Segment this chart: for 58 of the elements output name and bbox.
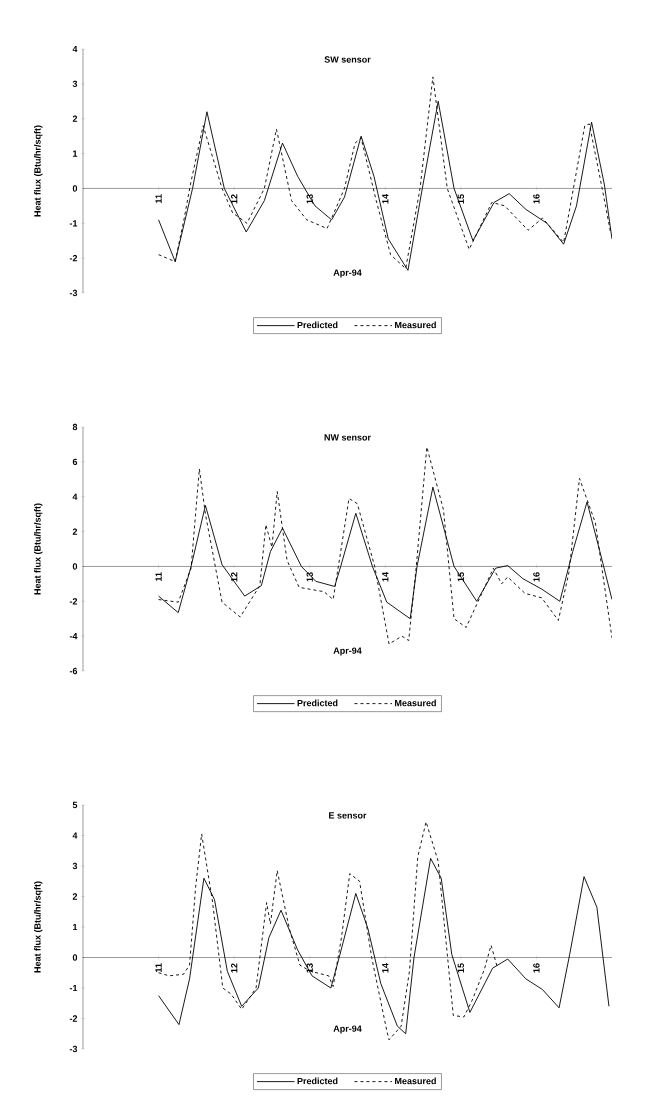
y-tick-label: 0 xyxy=(72,185,78,192)
legend-label: Measured xyxy=(395,699,436,707)
x-tick-label: 14 xyxy=(382,963,389,973)
y-tick-label: -2 xyxy=(69,598,78,605)
y-tick-label: 0 xyxy=(72,563,78,570)
legend-label: Predicted xyxy=(297,699,338,707)
y-tick-label: -6 xyxy=(69,667,78,675)
x-axis-title: Apr-94 xyxy=(333,269,362,278)
y-tick-label: 1 xyxy=(73,923,78,931)
y-tick-label: 5 xyxy=(72,801,78,809)
x-tick-label: 13 xyxy=(306,194,313,204)
y-tick-label: 4 xyxy=(72,832,78,839)
x-tick-label: 11 xyxy=(155,572,162,581)
y-axis-title: Heat flux (Btu/hr/sqft) xyxy=(34,125,43,217)
y-tick-label: 3 xyxy=(72,862,78,870)
x-tick-label: 13 xyxy=(306,572,313,582)
text: NW sensor xyxy=(324,434,371,441)
text: SW sensor xyxy=(324,56,371,63)
y-tick-label: 4 xyxy=(72,493,78,500)
y-tick-label: 6 xyxy=(72,458,78,466)
y-tick-label: -3 xyxy=(69,289,78,297)
y-tick-label: 0 xyxy=(72,954,78,961)
y-tick-label: -3 xyxy=(69,1045,78,1053)
legend-label: Predicted xyxy=(297,321,338,329)
y-tick-label: 2 xyxy=(72,528,78,535)
y-axis-title: Heat flux (Btu/hr/sqft) xyxy=(34,881,43,973)
y-tick-label: 8 xyxy=(72,423,78,431)
legend-label: Predicted xyxy=(297,1077,338,1085)
x-tick-label: 14 xyxy=(382,194,389,204)
y-tick-label: 2 xyxy=(72,115,78,122)
x-tick-label: 15 xyxy=(457,572,464,582)
y-tick-label: 2 xyxy=(72,893,78,900)
x-tick-label: 15 xyxy=(457,963,464,973)
y-tick-label: -1 xyxy=(69,984,78,992)
x-axis-title: Apr-94 xyxy=(333,1025,362,1034)
x-tick-label: 12 xyxy=(230,963,238,973)
y-tick-label: -2 xyxy=(69,1015,78,1022)
y-tick-label: -4 xyxy=(69,633,78,640)
x-tick-label: 15 xyxy=(457,194,464,204)
x-tick-label: 16 xyxy=(533,963,540,973)
y-axis-title: Heat flux (Btu/hr/sqft) xyxy=(34,503,43,595)
x-tick-label: 16 xyxy=(533,572,540,582)
x-tick-label: 11 xyxy=(155,194,162,203)
x-tick-label: 12 xyxy=(230,572,238,582)
y-tick-label: -2 xyxy=(69,255,78,262)
x-tick-label: 12 xyxy=(230,194,238,204)
legend-label: Measured xyxy=(395,321,436,329)
y-tick-label: 4 xyxy=(72,45,78,53)
y-tick-label: 1 xyxy=(73,150,78,157)
x-tick-label: 11 xyxy=(155,963,162,972)
legend-label: Measured xyxy=(395,1077,436,1085)
x-tick-label: 16 xyxy=(533,194,540,204)
y-tick-label: 3 xyxy=(72,80,78,88)
x-axis-title: Apr-94 xyxy=(333,647,362,656)
x-tick-label: 14 xyxy=(382,572,389,582)
text: E sensor xyxy=(329,812,367,819)
x-tick-label: 13 xyxy=(306,963,313,973)
y-tick-label: -1 xyxy=(69,220,78,227)
